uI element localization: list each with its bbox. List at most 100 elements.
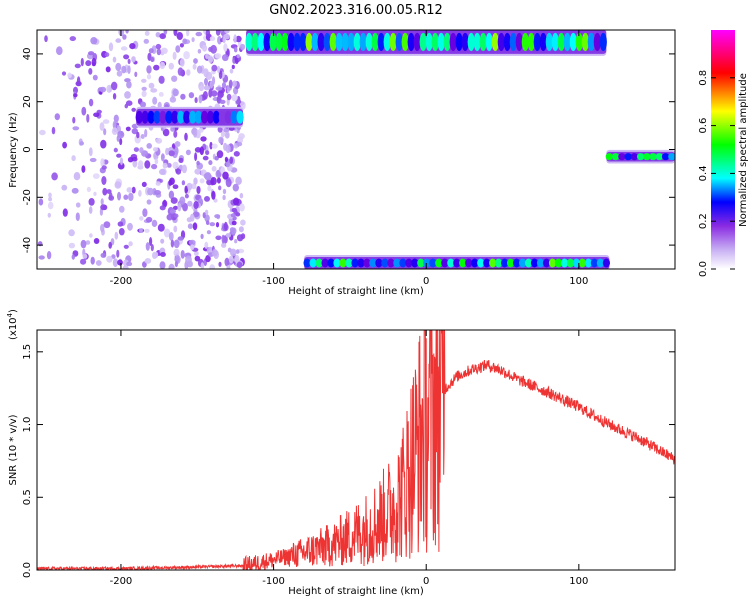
heatmap-cell (202, 44, 208, 52)
heatmap-cell (88, 98, 94, 107)
heatmap-cell (166, 163, 172, 168)
heatmap-cell (251, 32, 259, 52)
heatmap-cell (423, 258, 431, 268)
heatmap-cell (128, 241, 133, 247)
heatmap-cell (224, 110, 232, 124)
snr-scale-exponent: 4 (6, 312, 14, 317)
heatmap-cell (393, 258, 401, 268)
heatmap-cell (429, 258, 437, 268)
colorbar: 0.0 0.2 0.4 0.6 0.8 Normalized spectral ampl… (698, 30, 749, 277)
heatmap-cell (169, 96, 177, 103)
heatmap-cell (165, 110, 173, 124)
heatmap-cell (229, 227, 235, 233)
colorbar-tick-label: 0.8 (698, 70, 709, 86)
spectrogram-y-ticks: -40 -20 0 20 40 (22, 48, 675, 253)
heatmap-cell (643, 153, 651, 161)
heatmap-cell (377, 32, 385, 52)
heatmap-cell (533, 32, 541, 52)
heatmap-cell (62, 141, 67, 149)
heatmap-cell (48, 192, 52, 198)
heatmap-cell (95, 260, 102, 266)
heatmap-cell (151, 163, 158, 170)
heatmap-cell (449, 32, 457, 52)
heatmap-cell (191, 37, 195, 42)
heatmap-cell (177, 67, 184, 76)
heatmap-cell (116, 135, 120, 142)
heatmap-cell (461, 32, 469, 52)
heatmap-cell (245, 32, 253, 52)
heatmap-cell (206, 110, 214, 124)
heatmap-cell (81, 165, 86, 173)
heatmap-cell (172, 51, 177, 60)
heatmap-cell (68, 242, 76, 249)
heatmap-cell (44, 35, 48, 43)
heatmap-cell (182, 38, 188, 45)
heatmap-cell (171, 110, 179, 124)
heatmap-cell (483, 258, 491, 268)
heatmap-cell (233, 151, 240, 157)
heatmap-cell (153, 110, 161, 124)
heatmap-cell (185, 255, 192, 264)
heatmap-cell (187, 223, 193, 229)
heatmap-cell (47, 212, 51, 218)
heatmap-cell (437, 32, 445, 52)
heatmap-cell (566, 258, 575, 268)
heatmap-cell (455, 32, 463, 52)
heatmap-cell (181, 180, 186, 186)
heatmap-cell (168, 62, 174, 70)
heatmap-cell (323, 32, 331, 52)
heatmap-cell (257, 32, 265, 52)
heatmap-cell (230, 248, 237, 257)
heatmap-cell (120, 46, 128, 51)
heatmap-cell (226, 93, 232, 101)
heatmap-cell (191, 183, 197, 190)
svg-text:(x104): (x104) (6, 309, 19, 340)
heatmap-cell (150, 56, 155, 63)
heatmap-cell (587, 32, 595, 52)
heatmap-cell (341, 32, 349, 52)
heatmap-cell (661, 153, 670, 161)
heatmap-cell (236, 261, 243, 269)
heatmap-cell (208, 55, 214, 63)
heatmap-cell (177, 236, 184, 241)
x-tick-label: 100 (569, 276, 588, 287)
heatmap-cell (192, 211, 200, 218)
heatmap-cell (596, 258, 605, 268)
heatmap-cell (209, 222, 216, 227)
heatmap-cell (339, 258, 347, 268)
heatmap-cell (159, 33, 166, 40)
heatmap-cells (37, 30, 675, 269)
heatmap-cell (117, 191, 121, 201)
heatmap-cell (347, 32, 355, 52)
heatmap-cell (202, 212, 206, 219)
heatmap-cell (208, 88, 213, 98)
snr-y-ticks: 0.0 0.5 1.0 1.5 (22, 344, 675, 578)
heatmap-cell (61, 71, 67, 76)
heatmap-cell (173, 130, 178, 138)
heatmap-cell (186, 182, 193, 191)
heatmap-cell (193, 177, 198, 185)
heatmap-cell (38, 255, 45, 260)
heatmap-cell (125, 126, 131, 132)
heatmap-cell (311, 32, 319, 52)
heatmap-cell (467, 32, 475, 52)
heatmap-cell (170, 126, 176, 132)
heatmap-cell (233, 197, 240, 206)
heatmap-cell (649, 153, 657, 161)
colorbar-tick-label: 0.2 (698, 213, 709, 229)
heatmap-cell (590, 258, 599, 268)
heatmap-cell (222, 188, 227, 195)
heatmap-cell (205, 150, 210, 156)
heatmap-cell (513, 258, 521, 268)
heatmap-cell (105, 66, 111, 73)
heatmap-cell (61, 184, 68, 191)
heatmap-cell (90, 256, 95, 265)
heatmap-cell (86, 113, 90, 123)
heatmap-cell (159, 110, 167, 124)
heatmap-cell (117, 162, 125, 170)
heatmap-cell (548, 258, 557, 268)
spectrogram-x-axis-label: Height of straight line (km) (288, 286, 424, 297)
heatmap-cell (173, 248, 180, 257)
heatmap-cell (240, 219, 246, 226)
heatmap-cell (183, 51, 190, 60)
